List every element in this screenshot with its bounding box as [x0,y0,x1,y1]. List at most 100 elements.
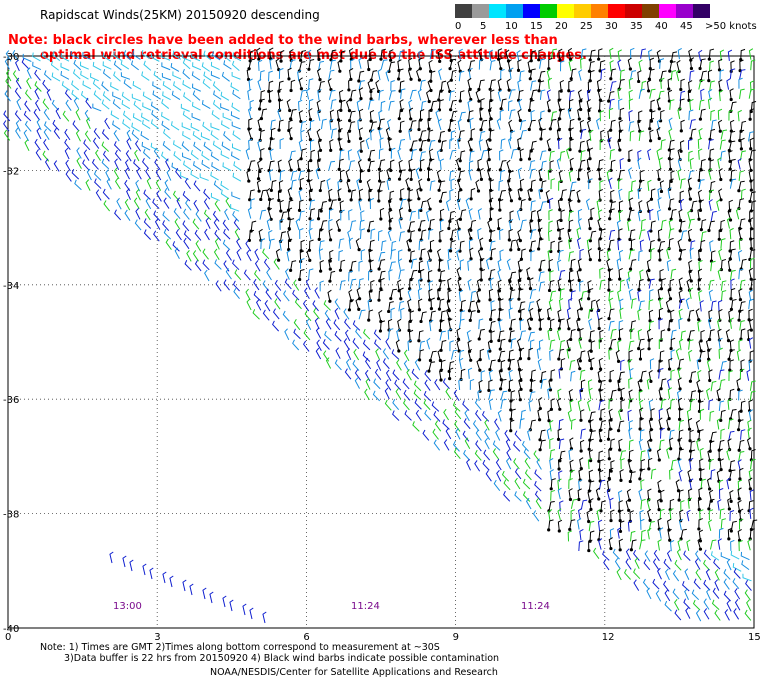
wind-barb [669,198,675,209]
wind-barb [428,148,434,160]
wind-barb [710,431,717,442]
wind-barb [428,228,434,240]
wind-barb [610,328,617,340]
wind-barb [298,170,305,181]
wind-barb [440,359,446,371]
wind-barb [257,160,262,172]
wind-barb [588,61,595,72]
wind-barb [134,219,142,231]
wind-barb [459,111,466,122]
wind-barb [448,367,454,379]
wind-barb [267,207,273,220]
wind-barb [568,237,573,250]
wind-barb [558,170,563,182]
wind-barb [720,129,728,140]
contamination-dot [748,117,752,121]
wind-barb [703,559,711,571]
wind-barb [606,479,612,491]
wind-barb [650,408,655,420]
wind-barb [172,50,182,60]
wind-barb [719,379,726,390]
wind-barbs [3,47,758,624]
wind-barb [748,289,753,302]
wind-barb [92,79,101,90]
wind-barb [546,68,551,81]
contamination-dot [477,87,481,92]
wind-barb [509,109,516,120]
wind-barb [378,181,386,192]
wind-barb [567,47,573,60]
wind-barb [588,318,593,330]
wind-barb [688,109,694,121]
contamination-dot [399,297,403,301]
wind-barb [556,397,562,410]
wind-barb [677,377,682,389]
wind-barb [448,361,455,372]
wind-barb [710,119,717,130]
wind-barb [337,59,342,72]
wind-barb [152,198,160,209]
wind-barb [718,58,723,70]
wind-barb [329,249,334,262]
wind-barb [709,539,717,550]
wind-barb [580,379,586,391]
wind-barb [214,259,222,270]
wind-barb [729,158,736,170]
contamination-dot [397,349,401,353]
wind-barb [204,269,210,282]
wind-barb [368,269,373,281]
wind-barb [726,600,732,612]
wind-barb [570,290,576,301]
wind-barb [390,249,396,260]
wind-barb [729,88,734,100]
wind-barb [599,60,605,71]
wind-barb [750,449,756,460]
wind-barb [698,400,704,412]
wind-barb [143,218,152,229]
wind-barb [547,387,552,399]
wind-barb [288,218,295,229]
wind-barb [202,587,207,600]
wind-barb [194,229,202,241]
wind-barb [739,279,746,291]
wind-barb [557,118,562,130]
wind-barb [708,489,714,502]
wind-barb [259,129,265,141]
wind-barb [579,387,584,400]
wind-barb [503,479,511,491]
wind-barb [470,290,477,302]
contamination-dot [728,167,732,171]
wind-barb [460,368,466,380]
wind-barb [305,318,312,330]
wind-barb [427,117,432,130]
contamination-dot [749,287,753,291]
wind-barb [529,391,536,402]
contamination-dot [568,497,573,502]
wind-barb [628,190,634,201]
wind-barb [450,99,457,110]
wind-barb [210,71,220,80]
footnote-line1: Note: 1) Times are GMT 2)Times along bot… [40,642,440,653]
wind-barb [712,587,720,599]
contamination-dot [616,428,621,433]
wind-barb [628,209,635,220]
wind-barb [140,131,149,141]
wind-barb [549,270,554,282]
wind-barb [569,118,575,130]
wind-barb [579,159,586,171]
wind-barb [638,88,645,99]
wind-barb [254,260,261,272]
contamination-dot [618,277,622,281]
wind-barb [395,339,400,352]
wind-barb [510,239,517,250]
wind-barb [205,217,211,229]
contamination-dot [417,127,421,132]
wind-barb [748,477,753,489]
wind-barb [547,249,552,261]
wind-barb [750,458,756,470]
contamination-dot [399,197,403,201]
wind-barb [729,240,735,252]
wind-barb [599,279,606,290]
contamination-dot [736,428,741,432]
wind-barb [517,109,522,121]
